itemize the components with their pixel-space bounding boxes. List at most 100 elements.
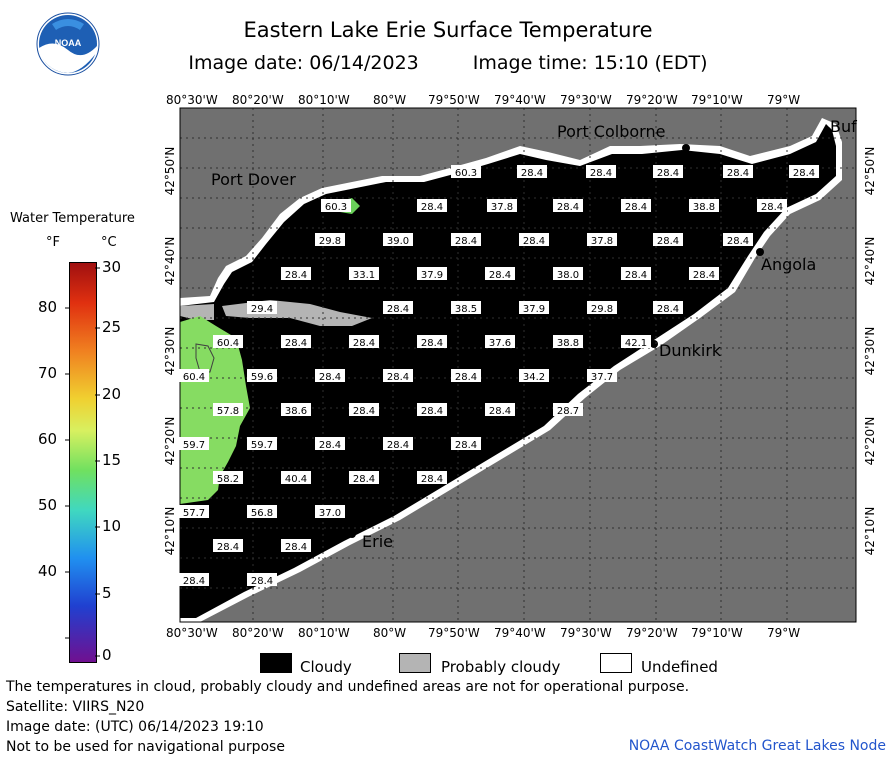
temp-label: 28.4 xyxy=(183,576,205,587)
lon-label-top: 79°50'W xyxy=(428,93,480,107)
temp-label-bg xyxy=(247,437,277,450)
probably-cloudy-patch xyxy=(180,304,214,320)
temp-label: 28.4 xyxy=(421,338,443,349)
color-bar-ticks xyxy=(65,267,100,657)
temp-label-bg xyxy=(517,165,547,178)
temp-label-bg xyxy=(417,335,447,348)
temp-label: 57.7 xyxy=(183,508,205,519)
place-port-dover: Port Dover xyxy=(211,170,296,189)
lon-label-bottom: 80°20'W xyxy=(232,626,284,640)
satellite-text: Satellite: VIIRS_N20 xyxy=(6,699,145,715)
temp-label: 37.0 xyxy=(319,508,341,519)
temp-label-bg xyxy=(621,335,651,348)
temp-label-bg xyxy=(586,165,616,178)
lon-label-bottom: 80°30'W xyxy=(166,626,218,640)
temp-label: 28.4 xyxy=(319,440,341,451)
credit-text: NOAA CoastWatch Great Lakes Node xyxy=(628,738,886,754)
lon-label-top: 80°30'W xyxy=(166,93,218,107)
key-swatch-cloudy xyxy=(260,653,292,673)
temp-label-bg xyxy=(587,369,617,382)
temp-label: 28.4 xyxy=(625,202,647,213)
lon-label-top: 79°20'W xyxy=(626,93,678,107)
temp-label-bg xyxy=(247,369,277,382)
f-tick: 80 xyxy=(38,298,58,316)
temp-label-bg xyxy=(247,505,277,518)
temp-label-bg xyxy=(213,539,243,552)
lon-label-top: 79°40'W xyxy=(494,93,546,107)
temp-label: 28.4 xyxy=(285,542,307,553)
temp-label: 60.3 xyxy=(325,202,347,213)
temp-label-bg xyxy=(213,335,243,348)
temp-label-bg xyxy=(281,335,311,348)
temp-label: 28.4 xyxy=(387,372,409,383)
temp-label-bg xyxy=(485,403,515,416)
temp-label: 38.6 xyxy=(285,406,307,417)
temp-label: 28.4 xyxy=(217,542,239,553)
temp-label-bg xyxy=(417,267,447,280)
temp-label-bg xyxy=(485,335,515,348)
temp-label-bg xyxy=(179,573,209,586)
temp-label: 29.8 xyxy=(319,236,341,247)
lon-label-bottom: 79°50'W xyxy=(428,626,480,640)
lon-label-bottom: 80°10'W xyxy=(298,626,350,640)
temp-label-bg xyxy=(653,165,683,178)
image-time: Image time: 15:10 (EDT) xyxy=(472,52,708,74)
map-frame xyxy=(179,107,857,623)
temp-label: 28.4 xyxy=(455,440,477,451)
c-tick: 15 xyxy=(102,451,122,469)
lon-label-bottom: 79°40'W xyxy=(494,626,546,640)
sst-valid-area xyxy=(195,343,215,373)
temp-label: 37.6 xyxy=(489,338,511,349)
key-swatch-undefined xyxy=(600,653,632,673)
temp-label-bg xyxy=(653,301,683,314)
temp-label-bg xyxy=(213,471,243,484)
temp-label: 38.8 xyxy=(693,202,715,213)
temp-label: 28.4 xyxy=(557,202,579,213)
temp-label: 59.7 xyxy=(183,440,205,451)
navigation-warning: Not to be used for navigational purpose xyxy=(6,739,285,755)
f-tick: 50 xyxy=(38,496,58,514)
temp-label: 28.4 xyxy=(285,270,307,281)
temp-label-bg xyxy=(621,267,651,280)
lon-label-bottom: 79°20'W xyxy=(626,626,678,640)
temp-label: 34.2 xyxy=(523,372,545,383)
temp-label: 28.4 xyxy=(421,474,443,485)
c-tick: 25 xyxy=(102,318,122,336)
temp-label: 28.4 xyxy=(421,406,443,417)
temp-label-bg xyxy=(349,267,379,280)
place-dunkirk: Dunkirk xyxy=(659,341,722,360)
temp-label: 28.4 xyxy=(657,168,679,179)
temp-label-bg xyxy=(383,301,413,314)
city-marker-buffalo xyxy=(825,127,831,133)
c-tick: 0 xyxy=(102,646,112,664)
temp-label: 38.5 xyxy=(455,304,477,315)
temp-label: 28.4 xyxy=(657,236,679,247)
c-tick: 10 xyxy=(102,517,122,535)
temp-label-bg xyxy=(417,403,447,416)
temp-label-bg xyxy=(519,301,549,314)
temp-label: 28.4 xyxy=(489,270,511,281)
lon-label-top: 79°W xyxy=(767,93,801,107)
temp-label-bg xyxy=(519,369,549,382)
temp-label-bg xyxy=(383,369,413,382)
city-marker-port-colborne xyxy=(682,144,690,152)
lon-label-bottom: 79°10'W xyxy=(691,626,743,640)
utc-date-text: Image date: (UTC) 06/14/2023 19:10 xyxy=(6,719,264,735)
temp-label-bg xyxy=(315,505,345,518)
temp-label: 28.4 xyxy=(793,168,815,179)
temp-label-bg xyxy=(587,301,617,314)
temp-label: 56.8 xyxy=(251,508,273,519)
noaa-logo: NOAA xyxy=(36,12,100,76)
temp-label-bg xyxy=(179,369,209,382)
temp-label-bg xyxy=(553,267,583,280)
c-tick: 20 xyxy=(102,385,122,403)
temp-label: 29.8 xyxy=(591,304,613,315)
temp-label: 38.0 xyxy=(557,270,579,281)
temp-label-bg xyxy=(519,233,549,246)
temp-label-bg xyxy=(689,199,719,212)
city-marker-angola xyxy=(756,248,764,256)
temp-label-bg xyxy=(485,267,515,280)
temp-label: 57.8 xyxy=(217,406,239,417)
place-buffalo: Buf xyxy=(830,117,857,136)
disclaimer-text: The temperatures in cloud, probably clou… xyxy=(6,679,690,695)
